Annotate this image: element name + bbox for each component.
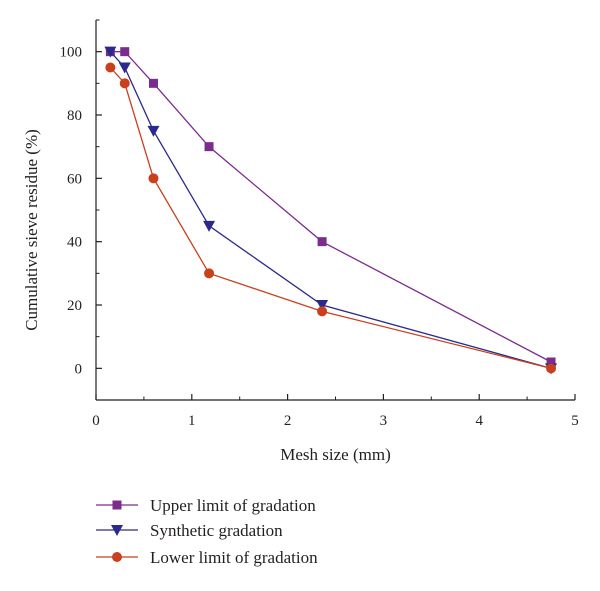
data-point-upper: [120, 47, 130, 57]
y-tick-label: 100: [60, 45, 83, 61]
data-point-synthetic: [147, 125, 160, 137]
y-axis-title: Cumulative sieve residue (%): [22, 129, 41, 331]
data-point-lower: [148, 173, 159, 184]
data-point-synthetic: [104, 46, 117, 58]
legend-label-upper: Upper limit of gradation: [150, 496, 316, 515]
x-tick-label: 0: [92, 413, 100, 429]
y-axis-ticks: 0 20 40 60 80 100: [60, 19, 102, 401]
data-point-synthetic: [203, 220, 216, 232]
data-point-upper: [546, 357, 556, 367]
legend-marker-lower: [112, 552, 122, 562]
series-line-upper: [110, 51, 552, 363]
x-tick-label: 3: [380, 413, 388, 429]
legend-marker-shape: [112, 500, 122, 510]
axes: [95, 20, 575, 401]
x-tick-label: 2: [284, 413, 292, 429]
data-point-lower: [546, 363, 557, 374]
x-tick-label: 4: [475, 413, 483, 429]
series-lower: [105, 62, 557, 374]
data-point-lower: [204, 268, 215, 279]
legend-marker-shape: [112, 552, 122, 562]
data-point-upper: [204, 142, 214, 152]
y-tick-label: 40: [67, 235, 82, 251]
series-line-synthetic: [109, 51, 552, 369]
x-axis-title: Mesh size (mm): [280, 445, 390, 464]
legend-marker-upper: [112, 500, 122, 510]
legend-item-lower: Lower limit of gradation: [96, 548, 318, 567]
data-point-lower: [317, 306, 328, 317]
legend: Upper limit of gradation Synthetic grada…: [96, 496, 318, 567]
x-tick-label: 1: [188, 413, 196, 429]
y-tick-label: 80: [67, 108, 82, 124]
data-point-synthetic: [118, 62, 131, 74]
y-tick-label: 20: [67, 298, 82, 314]
data-point-lower: [105, 62, 116, 73]
y-tick-label: 60: [67, 171, 82, 187]
legend-label-lower: Lower limit of gradation: [150, 548, 318, 567]
series-synthetic: [104, 46, 558, 375]
y-tick-label: 0: [75, 361, 83, 377]
series-layer: [104, 46, 558, 375]
x-axis-ticks: 0 1 2 3 4 5: [92, 394, 579, 429]
data-point-upper: [317, 237, 327, 247]
data-point-lower: [119, 78, 130, 89]
legend-item-synthetic: Synthetic gradation: [96, 521, 283, 540]
legend-item-upper: Upper limit of gradation: [96, 496, 316, 515]
x-tick-label: 5: [571, 413, 579, 429]
legend-marker-shape: [111, 525, 123, 536]
series-upper: [105, 47, 556, 367]
data-point-synthetic: [316, 300, 329, 311]
series-line-lower: [109, 67, 552, 369]
data-point-upper: [148, 78, 158, 88]
legend-marker-synthetic: [111, 525, 123, 536]
legend-label-synthetic: Synthetic gradation: [150, 521, 283, 540]
